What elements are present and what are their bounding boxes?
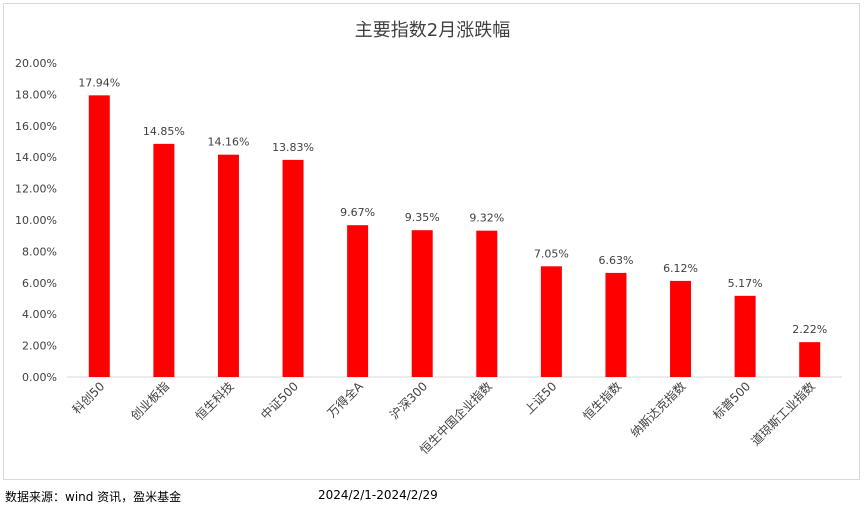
bar [411,230,433,377]
data-label: 6.63% [598,254,633,267]
bar [799,342,821,377]
y-tick-label: 0.00% [22,371,57,384]
date-range: 2024/2/1-2024/2/29 [318,488,438,502]
y-tick-label: 16.00% [15,120,57,133]
y-tick-label: 14.00% [15,151,57,164]
bar [670,280,692,377]
bar [476,230,498,377]
data-label: 9.35% [405,211,440,224]
y-tick-label: 4.00% [22,308,57,321]
x-tick-label: 中证500 [257,379,301,423]
y-tick-label: 18.00% [15,88,57,101]
x-tick-label: 标普500 [710,379,753,422]
data-label: 9.32% [469,212,504,225]
y-tick-label: 2.00% [22,340,57,353]
x-tick-label: 万得全A [324,378,366,420]
y-tick-label: 12.00% [15,183,57,196]
x-tick-label: 创业板指 [127,379,172,424]
bar [217,154,239,377]
bar [282,159,304,377]
bar [734,295,756,377]
x-tick-label: 沪深300 [387,379,430,422]
data-label: 17.94% [78,76,120,89]
y-tick-label: 20.00% [15,57,57,70]
data-label: 6.12% [663,262,698,275]
data-label: 9.67% [340,206,375,219]
bar [540,266,562,377]
data-label: 7.05% [534,247,569,260]
x-tick-label: 恒生指数 [580,379,625,424]
data-label: 14.16% [207,136,249,149]
x-tick-label: 恒生科技 [193,379,237,423]
chart-title: 主要指数2月涨跌幅 [354,20,511,41]
bar-chart: 0.00% 2.00% 4.00% 6.00% 8.00% 10.00% 12.00% 14.… [15,57,842,457]
bar [347,225,369,377]
data-label: 13.83% [272,141,314,154]
x-tick-label: 纳斯达克指数 [627,379,689,441]
bar [605,272,627,377]
data-label: 5.17% [728,277,763,290]
x-tick-label: 科创50 [70,379,108,417]
x-tick-label: 道琼斯工业指数 [748,379,818,449]
data-label: 2.22% [792,323,827,336]
bar [88,95,110,377]
y-tick-label: 10.00% [15,214,57,227]
data-label: 14.85% [143,125,185,138]
y-tick-label: 8.00% [22,245,57,258]
y-tick-label: 6.00% [22,277,57,290]
data-source-note: 数据来源：wind 资讯，盈米基金 [5,490,182,504]
x-tick-label: 上证50 [522,379,560,417]
bar [153,143,175,377]
